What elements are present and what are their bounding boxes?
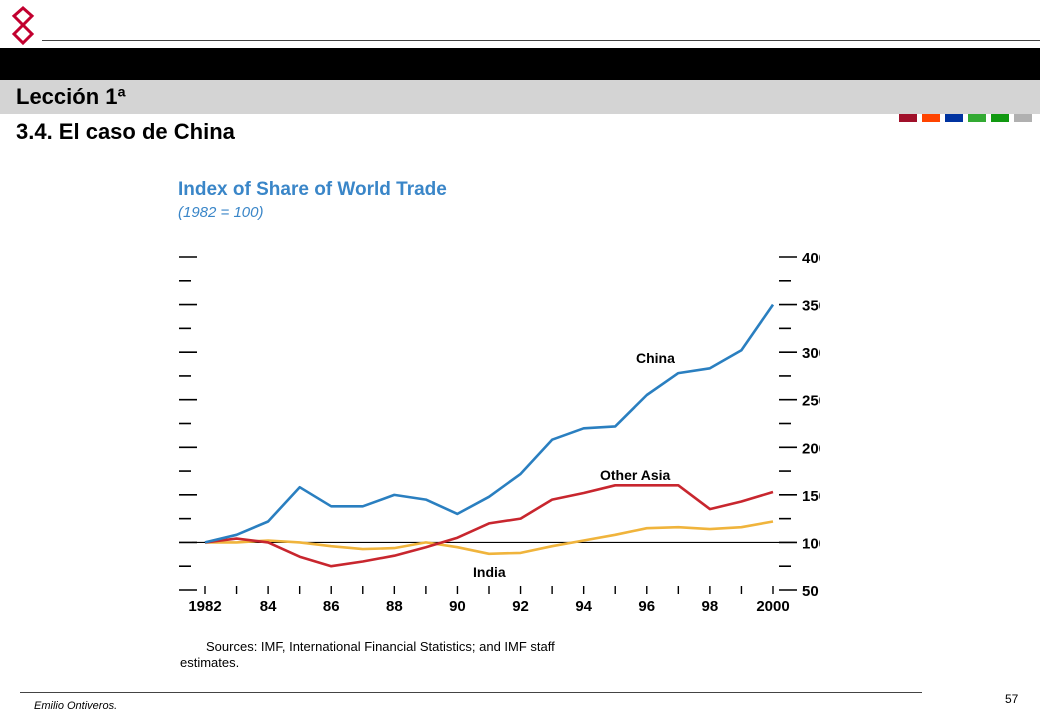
x-tick-label: 92 <box>512 598 529 615</box>
x-tick-label: 94 <box>575 598 592 615</box>
y-tick-label: 400 <box>802 250 820 267</box>
y-tick-label: 350 <box>802 298 820 315</box>
y-tick-label: 100 <box>802 535 820 552</box>
lesson-title: Lección 1ª <box>16 84 126 109</box>
series-line-india <box>205 520 774 556</box>
x-tick-label: 84 <box>260 598 277 615</box>
series-label-other-asia: Other Asia <box>600 467 670 483</box>
series-line-other-asia <box>204 483 774 568</box>
footer-rule <box>20 692 922 693</box>
series-label-china: China <box>636 350 675 366</box>
chart-subtitle: (1982 = 100) <box>178 204 263 221</box>
x-tick-label: 90 <box>449 598 466 615</box>
x-tick-label: 88 <box>386 598 403 615</box>
x-tick-label: 96 <box>638 598 655 615</box>
logo-icon <box>11 5 35 46</box>
y-tick-label: 150 <box>802 488 820 505</box>
x-tick-label: 1982 <box>188 598 221 615</box>
header-bar <box>0 48 1040 122</box>
world-trade-chart: Index of Share of World Trade (1982 = 10… <box>178 179 820 670</box>
page-number: 57 <box>1005 692 1019 706</box>
series-label-india: India <box>473 564 506 580</box>
chart-title: Index of Share of World Trade <box>178 179 447 200</box>
top-rule <box>42 40 1040 41</box>
y-tick-label: 300 <box>802 345 820 362</box>
x-tick-label: 2000 <box>756 598 789 615</box>
title-bar <box>0 80 1040 114</box>
x-tick-label: 98 <box>702 598 719 615</box>
source-line-2: estimates. <box>180 655 239 670</box>
y-tick-label: 200 <box>802 440 820 457</box>
y-tick-label: 250 <box>802 393 820 410</box>
x-tick-label: 86 <box>323 598 340 615</box>
section-title: 3.4. El caso de China <box>16 119 235 144</box>
source-line-1: Sources: IMF, International Financial St… <box>206 639 555 654</box>
footer-author: Emilio Ontiveros. <box>34 700 118 712</box>
y-tick-label: 50 <box>802 583 819 600</box>
series-line-china <box>204 303 775 544</box>
